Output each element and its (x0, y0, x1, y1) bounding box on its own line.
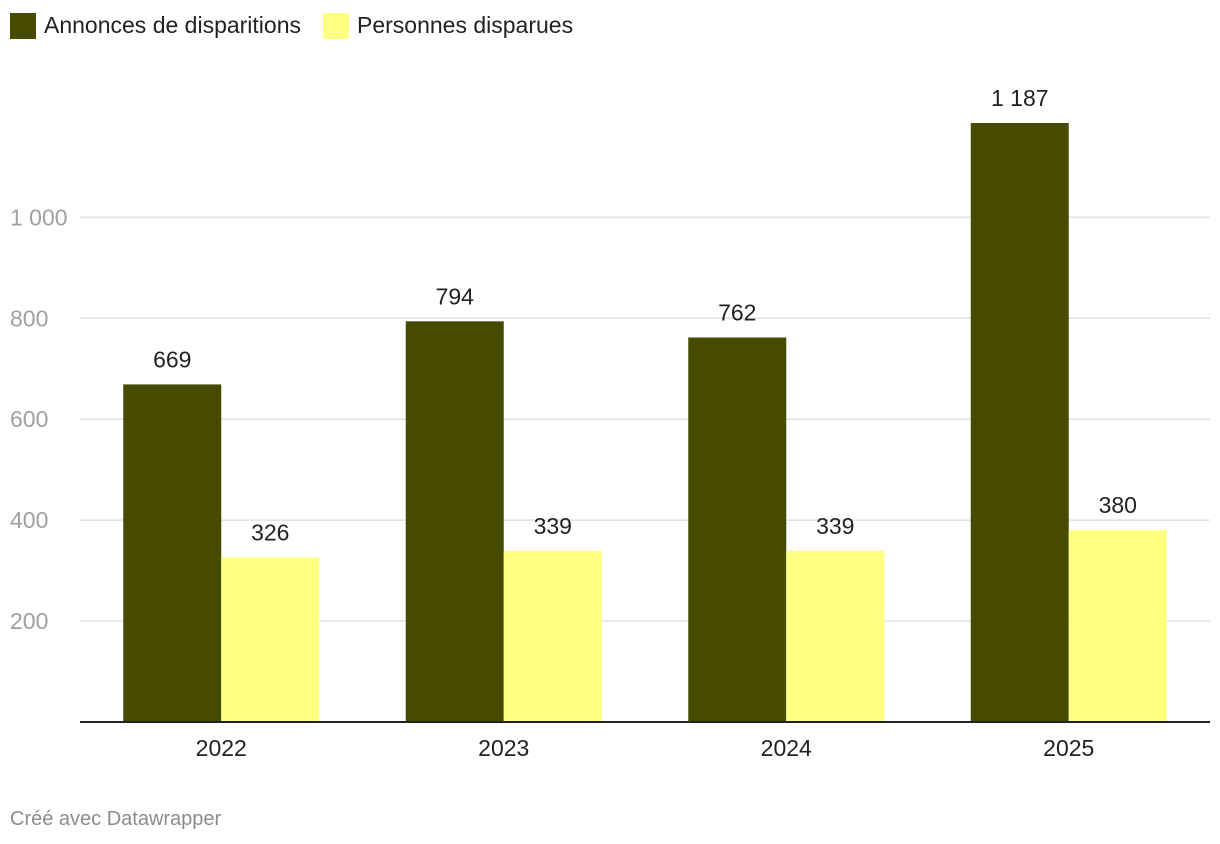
bar-annonces (405, 321, 504, 722)
data-label: 1 187 (991, 85, 1049, 111)
legend-label-annonces: Annonces de disparitions (44, 12, 301, 38)
bar-personnes (221, 557, 320, 722)
bar-personnes (1068, 530, 1167, 722)
data-label: 380 (1099, 492, 1137, 518)
data-label: 326 (251, 519, 289, 545)
x-tick-label: 2025 (1043, 735, 1094, 761)
legend-label-personnes: Personnes disparues (357, 12, 574, 38)
legend-swatch-personnes (323, 12, 349, 39)
data-label: 794 (436, 283, 475, 309)
y-tick-label: 400 (10, 507, 48, 533)
bar-annonces (970, 123, 1069, 722)
footer-credit: Créé avec Datawrapper (10, 808, 222, 830)
legend-item-personnes: Personnes disparues (323, 12, 573, 39)
bar-annonces (123, 384, 222, 722)
legend-swatch-annonces (10, 12, 36, 39)
x-tick-label: 2024 (761, 735, 812, 761)
y-tick-label: 600 (10, 406, 48, 432)
y-tick-label: 1 000 (10, 204, 68, 230)
legend-item-annonces: Annonces de disparitions (10, 12, 301, 39)
data-label: 762 (718, 299, 756, 325)
bar-personnes (786, 550, 885, 722)
data-label: 339 (816, 513, 854, 539)
y-tick-label: 200 (10, 608, 48, 634)
x-tick-label: 2022 (196, 735, 247, 761)
bar-annonces (688, 337, 787, 722)
x-tick-label: 2023 (478, 735, 529, 761)
y-tick-label: 800 (10, 305, 48, 331)
legend: Annonces de disparitions Personnes dispa… (10, 12, 595, 39)
bar-personnes (503, 550, 602, 722)
data-label: 669 (153, 346, 191, 372)
data-label: 339 (534, 513, 572, 539)
